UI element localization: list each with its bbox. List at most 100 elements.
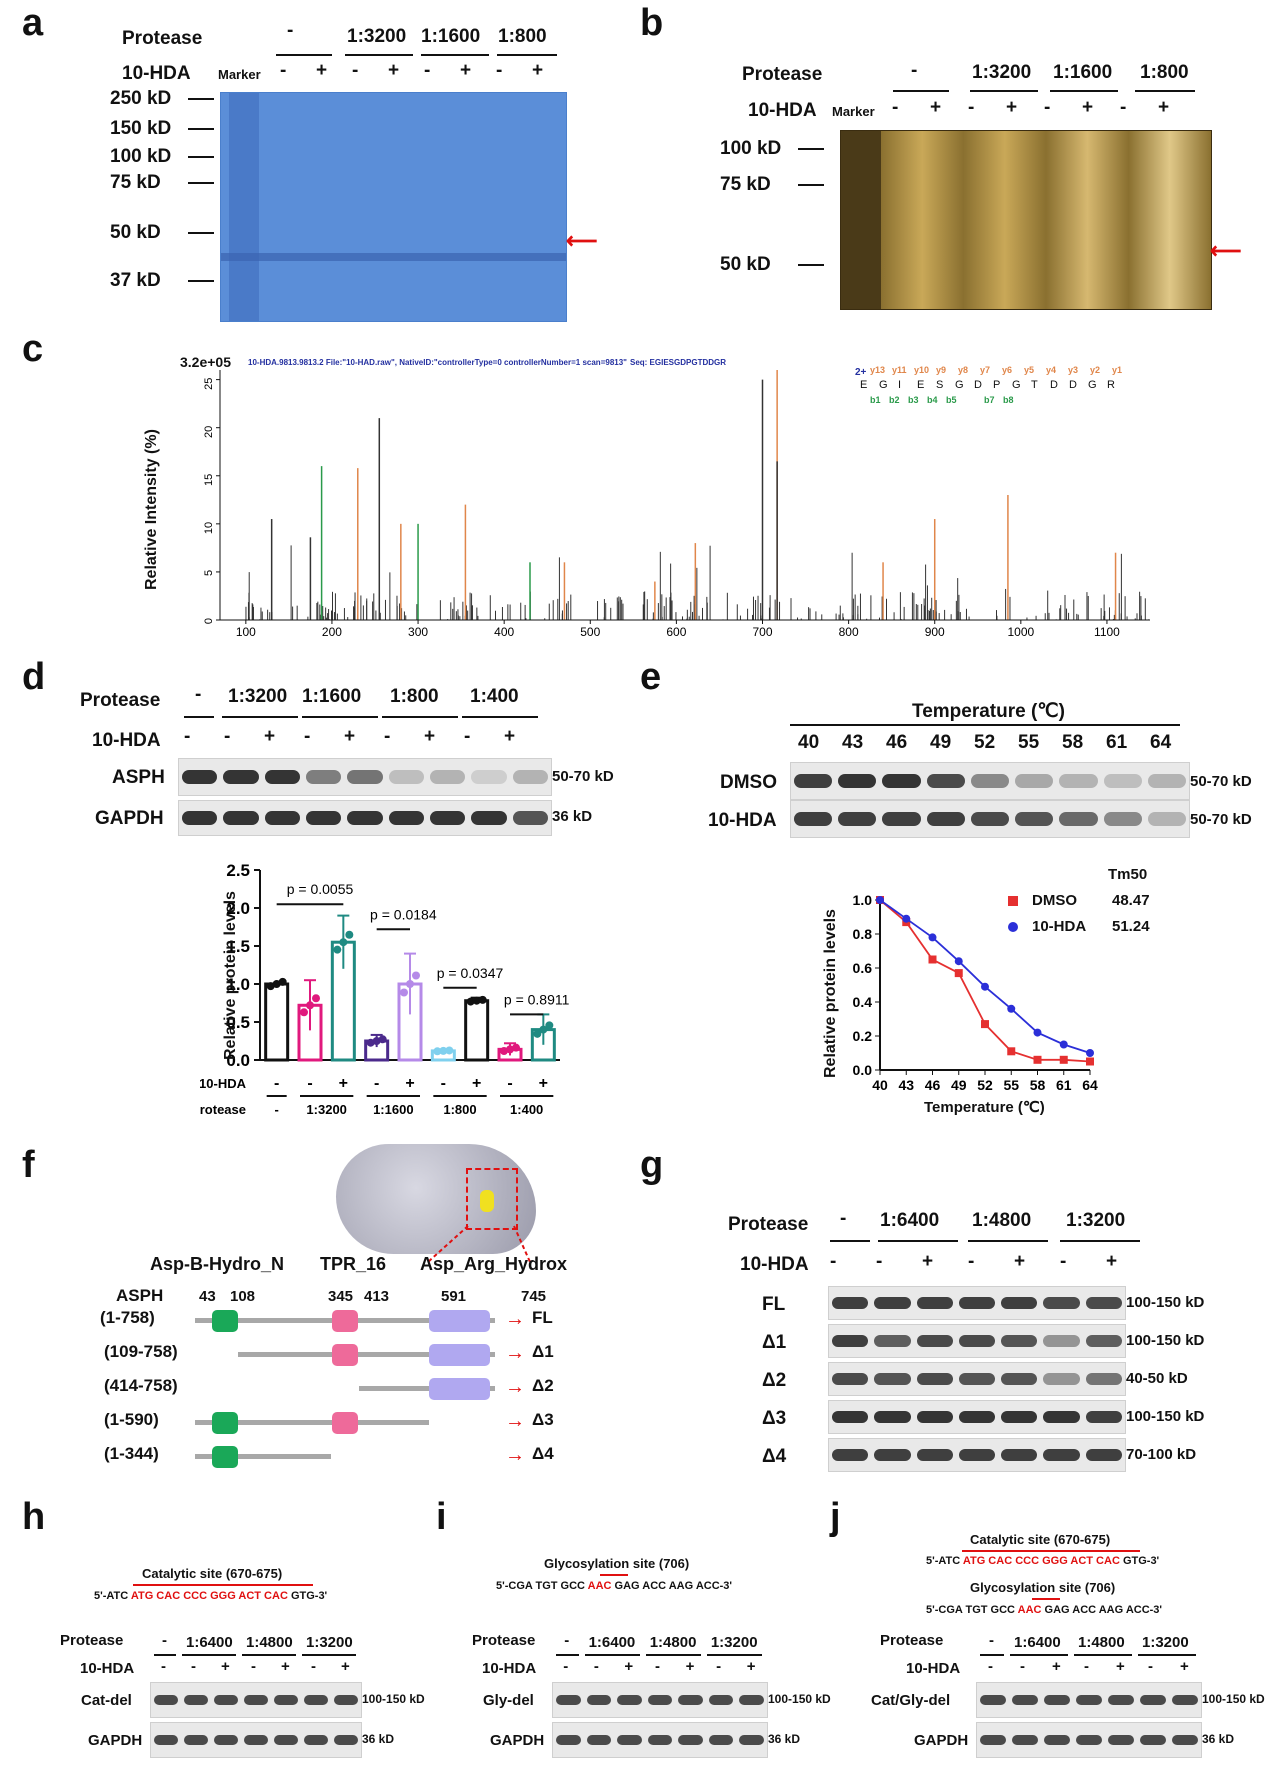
- gapdh-blot: [976, 1722, 1202, 1758]
- gapdh-band-1: [1012, 1735, 1038, 1745]
- band-g-2-1: [874, 1373, 911, 1385]
- row-g-0: FL: [762, 1294, 786, 1315]
- band-g-2-5: [1043, 1373, 1080, 1385]
- b-ion-0: b1: [870, 395, 881, 405]
- marker-arrow-3: [188, 182, 214, 184]
- pt-5-1: [439, 1046, 448, 1055]
- arrow-3: →: [505, 1410, 525, 1432]
- ratio-none: -: [162, 1632, 167, 1649]
- temp-43: 43: [842, 732, 864, 753]
- construct-4: Δ4: [532, 1444, 554, 1463]
- pvalue-2: p = 0.0347: [437, 965, 504, 981]
- pt-0-5: [1007, 1047, 1016, 1056]
- pt-6-2: [478, 995, 487, 1004]
- hda-size-e: 50-70 kD: [1190, 811, 1252, 828]
- domain-box-1-2: [428, 1344, 490, 1366]
- row-band-6: [1172, 1695, 1198, 1705]
- seq-j-gly-pre: 5'-CGA TGT GCC: [926, 1604, 1018, 1616]
- melt-curve-e: 0.0 0.2 0.4 0.6 0.8 1.0 40 43 46 49 52 55 58 61 64: [853, 892, 1098, 1093]
- pos-43: 43: [199, 1288, 216, 1305]
- gapdh-band-4: [678, 1735, 703, 1745]
- ratio-a-none: -: [287, 20, 294, 41]
- seq-j-cat: 5'-ATC ATG CAC CCC GGG ACT CAC GTG-3': [926, 1555, 1159, 1567]
- marker-1: 75 kD: [720, 174, 771, 195]
- sign-5: -: [384, 726, 391, 747]
- seq-i: 5'-CGA TGT GCC AAC GAG ACC AAG ACC-3': [496, 1580, 732, 1592]
- pt-1-4: [981, 982, 989, 991]
- band-g-2-2: [916, 1373, 953, 1385]
- range-2: (414-758): [104, 1376, 178, 1395]
- marker-arrow-1: [798, 184, 824, 186]
- range-3: (1-590): [104, 1410, 159, 1429]
- ratio-line-none: [556, 1654, 579, 1656]
- marker-arrow-0: [188, 98, 214, 100]
- pt-1-1: [306, 1001, 314, 1010]
- domain-box-0-2: [428, 1310, 490, 1332]
- ratio-b-2: 1:1600: [1053, 62, 1113, 83]
- ms-scale: 3.2e+05: [180, 354, 231, 370]
- panel-label-h: h: [22, 1496, 46, 1538]
- legend-hda: 10-HDA: [1032, 918, 1087, 935]
- gapdh-size: 36 kD: [768, 1732, 801, 1746]
- band-g-1-5: [1043, 1335, 1080, 1347]
- size-g-2: 40-50 kD: [1126, 1370, 1188, 1387]
- band-8: [512, 769, 548, 785]
- line-ytick-label-3: 0.6: [853, 960, 873, 976]
- b-ion-1: b2: [889, 395, 900, 405]
- band-1: [838, 811, 877, 827]
- panel-label-a: a: [22, 2, 44, 44]
- pt-1-0: [876, 896, 884, 904]
- ratio-line-none: [980, 1654, 1004, 1656]
- band-2: [882, 811, 921, 827]
- row-band-2: [1044, 1695, 1070, 1705]
- sign-0: -: [184, 726, 191, 747]
- row-band-6: [334, 1695, 358, 1705]
- marker-arrow-0: [798, 148, 824, 150]
- ms-ylabel: Relative Intensity (%): [143, 429, 160, 590]
- blot-g-2: [828, 1362, 1126, 1396]
- sign-6: +: [1180, 1658, 1189, 1675]
- row-size: 100-150 kD: [362, 1692, 425, 1706]
- band-g-3-6: [1085, 1411, 1122, 1423]
- ratio-line-1: [645, 1654, 701, 1656]
- svg-text:20: 20: [203, 426, 215, 438]
- temp-52: 52: [974, 732, 996, 753]
- size-g-0: 100-150 kD: [1126, 1294, 1205, 1311]
- pt-5-0: [433, 1047, 442, 1056]
- row-band-4: [1108, 1695, 1134, 1705]
- sign-8: +: [504, 726, 516, 747]
- sign-0: -: [830, 1251, 837, 1272]
- temp-46: 46: [886, 732, 908, 753]
- y-ion-6: y6: [1002, 365, 1013, 375]
- arrow-1: →: [505, 1342, 525, 1364]
- band-4: [970, 811, 1010, 827]
- pt-1-3: [954, 957, 963, 966]
- band-g-3-1: [874, 1411, 911, 1423]
- ratio-line-none: [154, 1654, 176, 1656]
- arrow-4: →: [505, 1444, 525, 1466]
- band-g-1-3: [958, 1335, 996, 1347]
- chain-4: [195, 1454, 332, 1459]
- protease-label: Protease: [880, 1632, 944, 1649]
- site-j-gly: Glycosylation site (706): [970, 1580, 1116, 1595]
- dmso-size-e: 50-70 kD: [1190, 773, 1252, 790]
- temp-58: 58: [1062, 732, 1084, 753]
- row-band-0: [154, 1695, 178, 1705]
- sign-4: +: [344, 726, 356, 747]
- line-xtick-label-0: 40: [872, 1077, 888, 1093]
- band-1: [223, 811, 259, 825]
- band-4: [347, 769, 383, 785]
- ratio-2: 1:3200: [710, 1634, 758, 1651]
- pt-0-0: [266, 982, 275, 991]
- line-xtick-label-6: 58: [1030, 1077, 1046, 1093]
- gapdh-band-0: [154, 1735, 178, 1745]
- legend-dmso: DMSO: [1032, 892, 1077, 909]
- row-band-0: [980, 1695, 1006, 1705]
- arrow-red-a: ⟵: [566, 228, 598, 253]
- sign-5: -: [716, 1658, 722, 1675]
- y-ion-9: y3: [1068, 365, 1079, 375]
- band-8: [512, 811, 548, 825]
- band-5: [1015, 811, 1054, 827]
- site-i: Glycosylation site (706): [544, 1556, 690, 1571]
- ms-spectrum: 0 5 10 15 20 25 100 200 300 400 500 600 700 800 900 100…: [203, 370, 1150, 639]
